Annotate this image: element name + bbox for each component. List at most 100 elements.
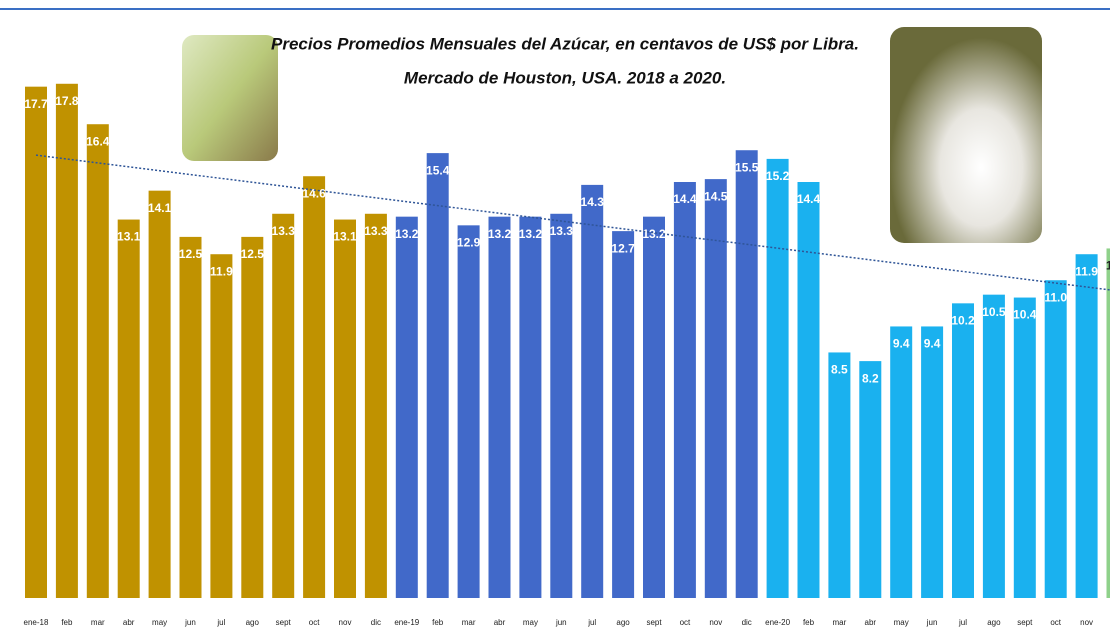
bar	[117, 219, 140, 599]
value-label: 13.1	[117, 230, 141, 244]
bar	[1106, 248, 1110, 598]
x-tick-label: feb	[432, 618, 444, 627]
x-tick-label: ene-20	[765, 618, 790, 627]
chart-title: Precios Promedios Mensuales del Azúcar, …	[271, 34, 859, 53]
bar	[241, 236, 264, 598]
value-label: 13.3	[550, 224, 574, 238]
x-tick-label: abr	[123, 618, 135, 627]
bar	[1044, 280, 1067, 598]
value-label: 11.0	[1044, 290, 1067, 304]
x-tick-label: dic	[371, 618, 381, 627]
value-label: 13.1	[333, 230, 357, 244]
bar	[1075, 254, 1098, 598]
value-label: 16.4	[86, 134, 110, 148]
bar	[952, 303, 974, 598]
bar	[828, 352, 851, 598]
value-label: 15.2	[766, 169, 790, 183]
bar	[735, 150, 758, 598]
bar	[364, 213, 387, 598]
x-tick-label: may	[894, 618, 909, 627]
x-tick-label: jul	[587, 618, 596, 627]
x-tick-label: nov	[1080, 618, 1093, 627]
value-label: 9.4	[924, 337, 941, 351]
value-label: 10.5	[982, 305, 1006, 319]
x-tick-label: mar	[91, 618, 105, 627]
x-tick-label: may	[523, 618, 538, 627]
bar	[210, 254, 233, 598]
value-label: 10.2	[951, 314, 975, 328]
bar	[519, 216, 542, 598]
x-tick-label: sept	[646, 618, 662, 627]
bar	[921, 326, 944, 598]
x-tick-label: oct	[680, 618, 691, 627]
bar	[612, 231, 635, 598]
x-tick-label: oct	[309, 618, 320, 627]
value-label: 17.7	[24, 97, 48, 111]
cane-image	[182, 35, 278, 161]
bar	[581, 184, 604, 598]
value-label: 12.5	[241, 247, 265, 261]
bar	[859, 361, 882, 598]
value-label: 15.5	[735, 160, 759, 174]
value-label: 17.8	[55, 94, 79, 108]
x-tick-label: oct	[1050, 618, 1061, 627]
bar	[673, 182, 696, 598]
value-label: 11.9	[210, 264, 233, 278]
value-label: 15.4	[426, 163, 450, 177]
bar	[86, 124, 109, 598]
value-label: 11.9	[1075, 264, 1098, 278]
x-tick-label: dic	[742, 618, 752, 627]
value-label: 14.3	[581, 195, 605, 209]
x-tick-label: ene-19	[394, 618, 419, 627]
bar	[55, 83, 78, 599]
value-label: 13.2	[642, 227, 666, 241]
x-tick-label: nov	[339, 618, 352, 627]
bar	[643, 216, 665, 598]
bar	[426, 153, 449, 598]
x-tick-label: may	[152, 618, 167, 627]
x-tick-label: jun	[555, 618, 567, 627]
bar	[272, 213, 295, 598]
bar	[488, 216, 511, 598]
value-label: 12.9	[457, 236, 481, 250]
x-tick-label: jul	[958, 618, 967, 627]
x-tick-label: abr	[494, 618, 506, 627]
value-label: 13.3	[364, 224, 388, 238]
bar	[303, 176, 326, 598]
bar	[704, 179, 727, 598]
x-tick-label: nov	[709, 618, 722, 627]
value-label: 9.4	[893, 337, 910, 351]
bar	[148, 190, 171, 598]
chart-subtitle: Mercado de Houston, USA. 2018 a 2020.	[404, 68, 726, 87]
bar	[179, 236, 202, 598]
bar	[982, 294, 1005, 598]
bar	[797, 182, 820, 598]
value-label: 12.1	[1106, 259, 1110, 273]
bar	[1013, 297, 1036, 598]
value-label: 12.5	[179, 247, 203, 261]
trend-line	[35, 154, 1110, 291]
x-tick-label: jun	[926, 618, 938, 627]
value-label: 14.4	[673, 192, 697, 206]
value-label: 14.5	[704, 189, 728, 203]
bar	[766, 158, 789, 598]
bar	[890, 326, 913, 598]
bar	[25, 86, 47, 599]
bar	[550, 213, 573, 598]
value-label: 13.2	[519, 227, 543, 241]
value-label: 10.4	[1013, 308, 1037, 322]
x-tick-label: jun	[184, 618, 196, 627]
value-label: 13.3	[272, 224, 296, 238]
value-label: 13.2	[395, 227, 419, 241]
x-tick-label: ago	[246, 618, 260, 627]
x-tick-label: mar	[833, 618, 847, 627]
bars: ene-18 17.7 feb 17.8 mar 16.4 abr 13.1 may 14.1 ju…	[24, 83, 1110, 627]
x-tick-label: ago	[616, 618, 630, 627]
x-tick-label: mar	[462, 618, 476, 627]
x-tick-label: sept	[276, 618, 292, 627]
x-tick-label: feb	[61, 618, 73, 627]
value-label: 12.7	[611, 241, 635, 255]
value-label: 14.4	[797, 192, 821, 206]
x-tick-label: ene-18	[24, 618, 49, 627]
